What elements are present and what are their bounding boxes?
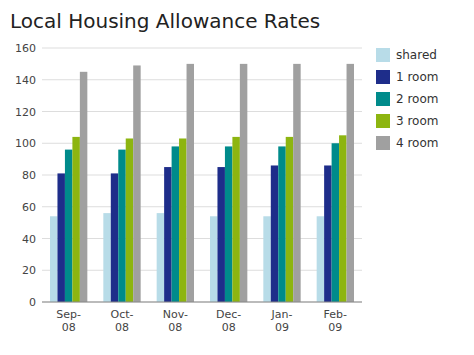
bar — [126, 138, 133, 302]
y-tick-label: 20 — [22, 264, 36, 277]
grid-line — [42, 79, 362, 80]
legend-label: 1 room — [396, 70, 439, 84]
bar — [339, 135, 346, 302]
grid-line — [42, 238, 362, 239]
bar — [286, 137, 293, 302]
bar — [118, 150, 125, 302]
x-tick-label: Sep-08 — [56, 308, 81, 334]
bars — [50, 64, 354, 302]
chart: Local Housing Allowance Rates 0 20 40 60 80 10… — [0, 0, 474, 355]
bar — [240, 64, 247, 302]
bar — [347, 64, 354, 302]
bar — [217, 167, 224, 302]
bar — [278, 146, 285, 302]
bar — [225, 146, 232, 302]
bar — [172, 146, 179, 302]
bar — [210, 216, 217, 302]
legend-label: 3 room — [396, 114, 439, 128]
legend: shared 1 room 2 room 3 room 4 room — [376, 48, 439, 150]
bar — [111, 173, 118, 302]
x-tick-label: Feb-09 — [324, 308, 347, 334]
grid-line — [42, 206, 362, 207]
bar — [80, 72, 87, 302]
bar — [65, 150, 72, 302]
grid-line — [42, 175, 362, 176]
legend-swatch — [376, 48, 390, 62]
title: Local Housing Allowance Rates — [10, 9, 320, 33]
y-tick-label: 160 — [15, 42, 36, 55]
grid-line — [42, 111, 362, 112]
y-tick-label: 80 — [22, 169, 36, 182]
bar — [157, 213, 164, 302]
legend-swatch — [376, 70, 390, 84]
legend-label: shared — [396, 48, 437, 62]
legend-swatch — [376, 92, 390, 106]
grid-line — [42, 302, 362, 303]
y-tick-label: 140 — [15, 74, 36, 87]
x-tick-label: Oct-08 — [111, 308, 134, 334]
grid — [42, 48, 362, 302]
x-axis-line — [42, 302, 362, 303]
bar — [293, 64, 300, 302]
bar — [72, 137, 79, 302]
bar — [179, 138, 186, 302]
bar — [324, 165, 331, 302]
x-tick-label: Dec-08 — [216, 308, 241, 334]
bar — [232, 137, 239, 302]
legend-swatch — [376, 136, 390, 150]
bar — [50, 216, 57, 302]
grid-line — [42, 270, 362, 271]
bar — [57, 173, 64, 302]
y-tick-label: 40 — [22, 233, 36, 246]
grid-line — [42, 143, 362, 144]
bar — [103, 213, 110, 302]
y-tick-label: 100 — [15, 137, 36, 150]
bar — [133, 65, 140, 302]
bar — [164, 167, 171, 302]
legend-swatch — [376, 114, 390, 128]
x-tick-label: Jan-09 — [271, 308, 293, 334]
bar — [271, 165, 278, 302]
legend-label: 4 room — [396, 136, 439, 150]
y-tick-label: 60 — [22, 201, 36, 214]
bar — [187, 64, 194, 302]
x-tick-label: Nov-08 — [163, 308, 188, 334]
legend-label: 2 room — [396, 92, 439, 106]
y-tick-label: 0 — [29, 296, 36, 309]
bar — [317, 216, 324, 302]
bar — [263, 216, 270, 302]
bar — [332, 143, 339, 302]
grid-line — [42, 48, 362, 49]
y-tick-label: 120 — [15, 106, 36, 119]
